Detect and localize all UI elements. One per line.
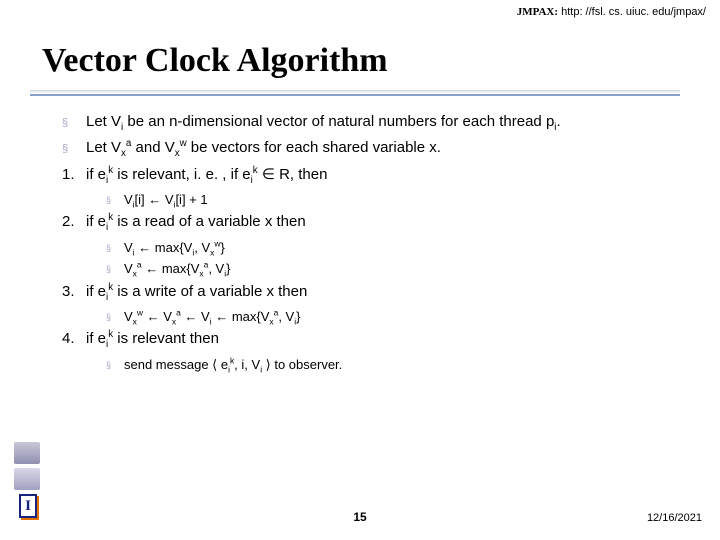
logo-stack: I: [14, 442, 42, 518]
substep-text: Vxw ← Vxa ← Vi ← max{Vxa, Vi}: [124, 308, 700, 326]
step-item: 3.if eik is a write of a variable x then: [62, 282, 700, 302]
substep-text: Vxa ← max{Vxa, Vi}: [124, 260, 700, 278]
step-text: if eik is a write of a variable x then: [86, 282, 700, 302]
bullet-marker: §: [62, 138, 86, 158]
substep-text: Vi ← max{Vi, Vxw}: [124, 239, 700, 257]
step-item: 4.if eik is relevant then: [62, 329, 700, 349]
step-number: 4.: [62, 329, 86, 349]
bullet-item: §Let Vxa and Vxw be vectors for each sha…: [62, 138, 700, 158]
logo-icon-1: [14, 442, 40, 464]
substep-item: §send message ⟨ eik, i, Vi ⟩ to observer…: [106, 356, 700, 374]
substep-marker: §: [106, 356, 124, 374]
step-text: if eik is relevant then: [86, 329, 700, 349]
substep-marker: §: [106, 239, 124, 257]
substep-text: Vi[i] ← Vi[i] + 1: [124, 191, 700, 209]
step-number: 1.: [62, 165, 86, 185]
substep-item: §Vi[i] ← Vi[i] + 1: [106, 191, 700, 209]
substep-item: §Vxw ← Vxa ← Vi ← max{Vxa, Vi}: [106, 308, 700, 326]
illinois-logo-icon: I: [19, 494, 37, 518]
logo-icon-2: [14, 468, 40, 490]
slide-date: 12/16/2021: [647, 512, 702, 524]
substep-marker: §: [106, 191, 124, 209]
page-title: Vector Clock Algorithm: [42, 42, 388, 80]
substep-item: §Vi ← max{Vi, Vxw}: [106, 239, 700, 257]
content-body: §Let Vi be an n-dimensional vector of na…: [62, 112, 700, 377]
jmpax-label: JMPAX:: [517, 6, 558, 18]
title-underline: [30, 90, 680, 96]
step-number: 3.: [62, 282, 86, 302]
substep-item: §Vxa ← max{Vxa, Vi}: [106, 260, 700, 278]
step-item: 2.if eik is a read of a variable x then: [62, 212, 700, 232]
step-text: if eik is relevant, i. e. , if eik ∈ R, …: [86, 165, 700, 185]
substep-text: send message ⟨ eik, i, Vi ⟩ to observer.: [124, 356, 700, 374]
bullet-item: §Let Vi be an n-dimensional vector of na…: [62, 112, 700, 132]
page-number: 15: [353, 510, 366, 524]
step-item: 1.if eik is relevant, i. e. , if eik ∈ R…: [62, 165, 700, 185]
step-number: 2.: [62, 212, 86, 232]
substep-marker: §: [106, 260, 124, 278]
bullet-text: Let Vi be an n-dimensional vector of nat…: [86, 112, 700, 132]
header-url-text: http: //fsl. cs. uiuc. edu/jmpax/: [561, 6, 706, 18]
step-text: if eik is a read of a variable x then: [86, 212, 700, 232]
header-url: JMPAX: http: //fsl. cs. uiuc. edu/jmpax/: [517, 6, 706, 18]
bullet-text: Let Vxa and Vxw be vectors for each shar…: [86, 138, 700, 158]
bullet-marker: §: [62, 112, 86, 132]
substep-marker: §: [106, 308, 124, 326]
